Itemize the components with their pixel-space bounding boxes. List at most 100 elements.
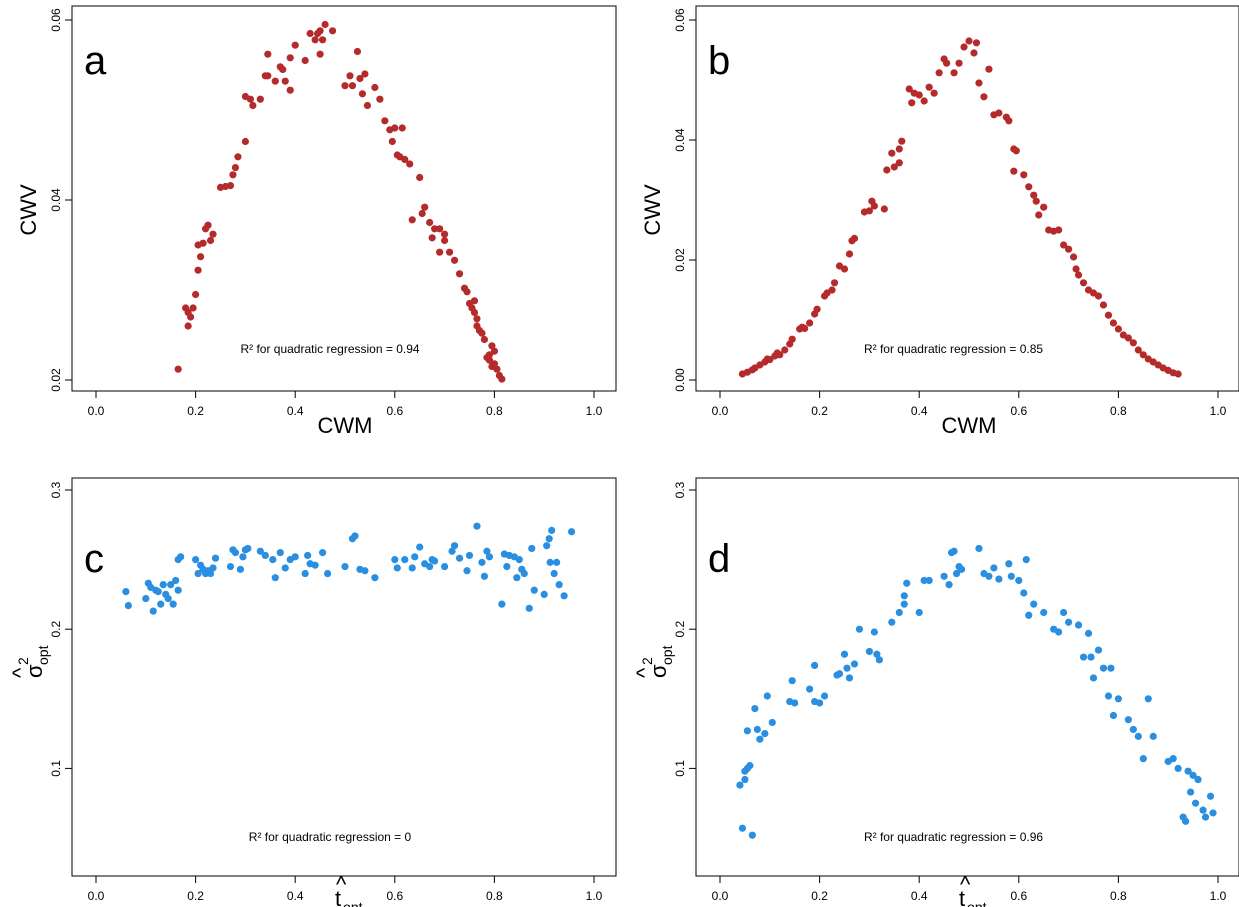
data-point <box>167 581 175 589</box>
data-point <box>371 574 379 582</box>
x-tick-label: 0.4 <box>911 889 928 903</box>
data-point <box>1020 589 1028 597</box>
y-tick-label: 0.04 <box>49 188 63 212</box>
data-point <box>738 824 747 832</box>
x-axis: 0.0 0.2 0.4 0.6 0.8 1.0 <box>88 390 603 418</box>
data-point <box>229 171 237 179</box>
data-point <box>431 225 439 233</box>
data-point <box>811 661 819 669</box>
data-point <box>465 551 474 560</box>
data-point <box>441 230 449 238</box>
data-point <box>900 600 908 608</box>
data-point <box>194 569 202 578</box>
data-point <box>1010 167 1018 175</box>
r2-annotation: R² for quadratic regression = 0.94 <box>240 342 419 356</box>
data-point <box>1194 775 1202 784</box>
data-point <box>1174 370 1182 378</box>
data-point <box>316 50 324 58</box>
data-point <box>1139 755 1147 763</box>
data-point <box>361 70 369 78</box>
data-point <box>231 164 240 172</box>
data-point <box>246 95 254 103</box>
y-axis-subscript: opt <box>35 645 51 665</box>
y-axis: 0.02 0.04 0.06 <box>49 8 73 392</box>
data-point <box>154 588 162 596</box>
data-point <box>845 674 854 682</box>
data-point <box>376 95 384 103</box>
data-point <box>276 549 284 557</box>
data-point <box>788 335 796 343</box>
x-axis-hat: ^ <box>336 872 347 897</box>
data-point <box>436 248 444 256</box>
data-point <box>490 347 498 355</box>
y-axis: 0.1 0.2 0.3 <box>49 481 73 777</box>
data-point <box>393 564 401 572</box>
data-point <box>1040 203 1048 211</box>
x-tick-label: 0.6 <box>1010 404 1027 418</box>
data-point <box>488 342 496 350</box>
data-point <box>478 558 486 566</box>
data-point <box>850 660 859 668</box>
data-point <box>291 41 299 49</box>
data-point <box>149 607 157 615</box>
data-point <box>206 236 215 245</box>
data-point <box>1065 245 1073 253</box>
data-point <box>187 313 195 321</box>
data-point <box>888 618 896 626</box>
data-point <box>1087 653 1095 661</box>
data-point <box>908 99 916 107</box>
data-point <box>1079 653 1088 661</box>
data-point <box>363 101 372 110</box>
data-point <box>463 567 471 575</box>
x-tick-label: 1.0 <box>586 889 603 903</box>
data-point <box>194 266 202 274</box>
data-point <box>226 182 235 190</box>
x-tick-label: 0.4 <box>911 404 928 418</box>
data-point <box>1114 325 1122 333</box>
data-point <box>209 230 217 238</box>
y-tick-label: 0.1 <box>673 760 687 777</box>
data-point <box>553 558 561 566</box>
data-point <box>485 356 494 364</box>
data-point <box>875 656 883 664</box>
data-point <box>515 556 523 564</box>
y-tick-label: 0.06 <box>673 8 687 32</box>
y-axis-superscript: 2 <box>15 657 31 665</box>
data-point <box>870 202 878 210</box>
data-point <box>157 600 165 608</box>
data-point <box>485 351 494 359</box>
data-point <box>398 124 406 132</box>
data-point <box>1104 692 1113 700</box>
data-point <box>960 43 968 51</box>
data-point <box>1129 339 1137 347</box>
data-point <box>1206 792 1215 800</box>
x-tick-label: 1.0 <box>586 404 603 418</box>
y-tick-label: 0.00 <box>673 368 687 392</box>
data-point <box>264 50 272 58</box>
data-point <box>945 581 953 589</box>
x-axis-title: t <box>335 886 341 907</box>
x-axis-subscript: opt <box>967 899 987 907</box>
data-point <box>768 718 776 727</box>
data-point <box>940 572 948 580</box>
plot-frame <box>695 5 1239 392</box>
data-point <box>920 97 928 105</box>
data-point <box>473 315 481 323</box>
y-axis-title: σ <box>646 664 671 678</box>
data-point <box>1124 334 1132 342</box>
data-point <box>341 82 349 90</box>
data-point <box>753 725 761 734</box>
data-point <box>271 77 279 85</box>
data-point <box>142 594 150 603</box>
data-point <box>381 117 389 125</box>
data-points <box>122 522 576 615</box>
data-point <box>204 221 212 229</box>
data-point <box>915 608 923 617</box>
data-point <box>122 588 130 596</box>
data-point <box>1079 279 1088 287</box>
data-point <box>498 600 506 608</box>
data-point <box>520 569 528 578</box>
data-point <box>493 365 501 373</box>
data-point <box>1030 600 1038 608</box>
data-point <box>483 547 491 555</box>
